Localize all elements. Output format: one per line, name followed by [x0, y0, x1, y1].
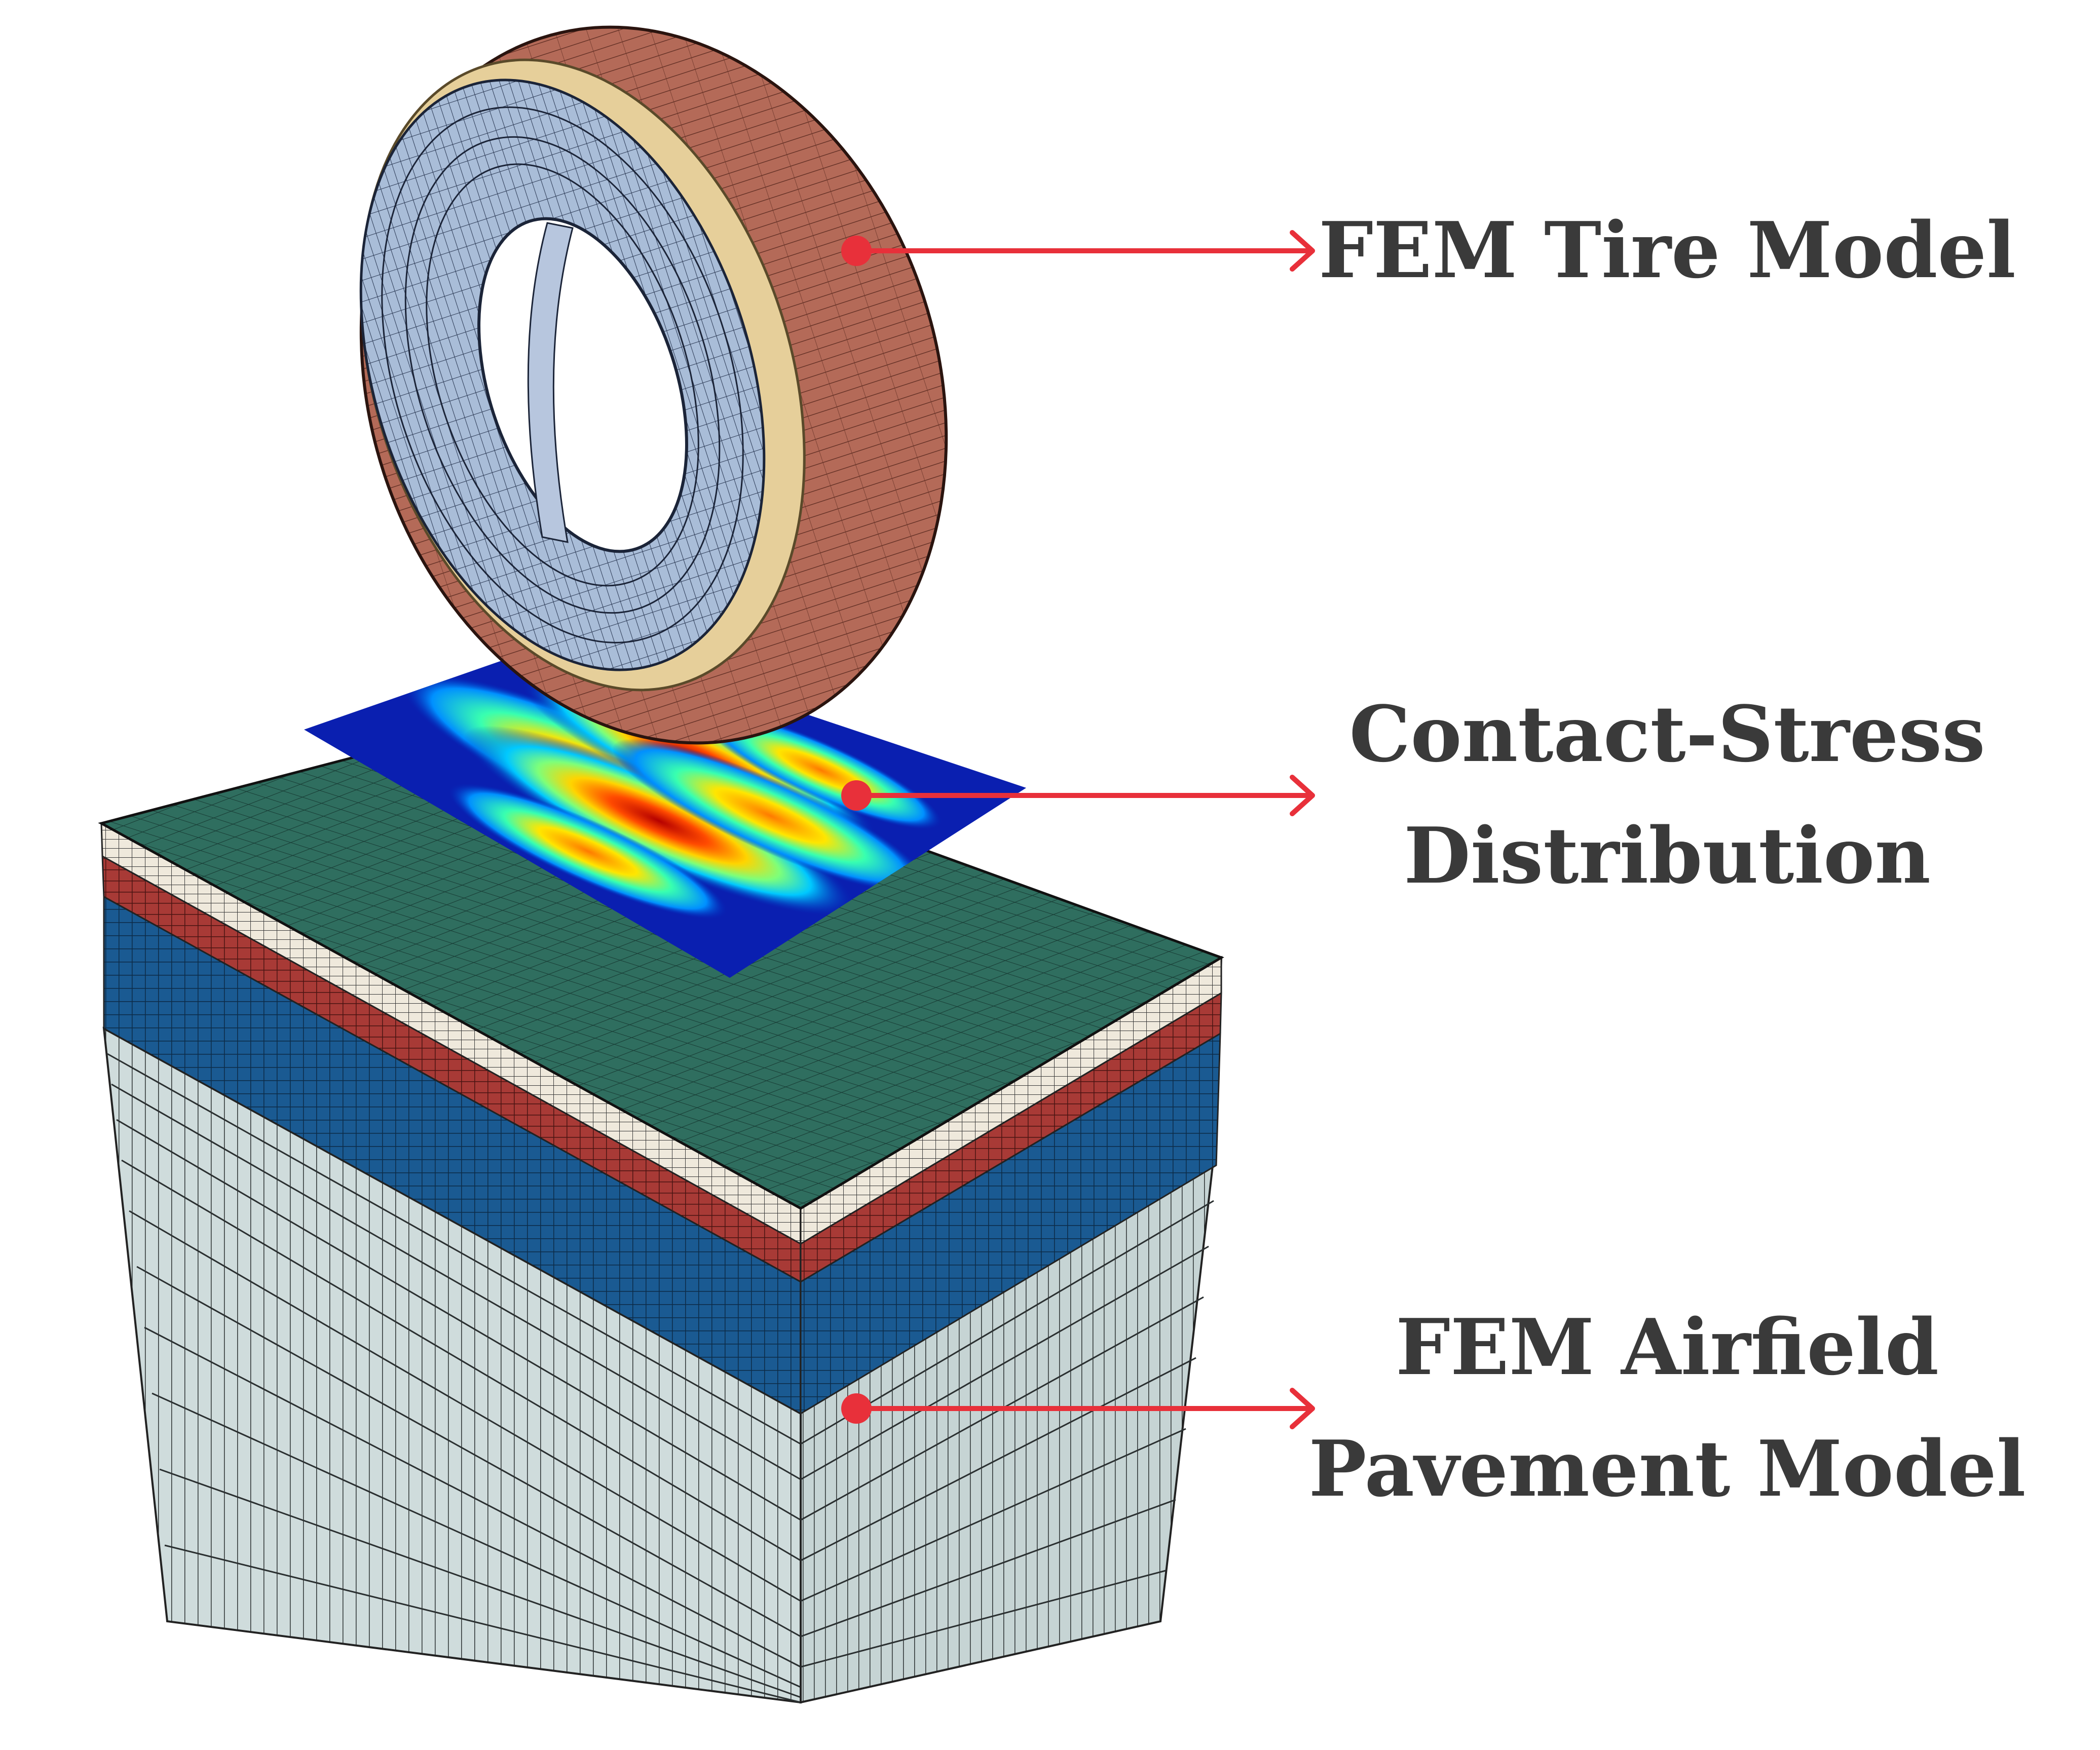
callout-contact: Contact-Stress Distribution [841, 689, 1985, 901]
pavement-model [98, 708, 1224, 1704]
callout-label-pavement-line-1: FEM Airfield [1396, 1302, 1939, 1392]
arrow-right-icon [1290, 1388, 1315, 1429]
callout-label-contact-line-1: Contact-Stress [1349, 689, 1985, 779]
tire-rim-opening [477, 217, 688, 553]
callout-label-pavement-line-2: Pavement Model [1308, 1423, 2026, 1514]
tire-model [359, 25, 948, 745]
callout-tire: FEM Tire Model [841, 205, 2016, 295]
callout-pavement: FEM Airfield Pavement Model [841, 1302, 2026, 1514]
dot-icon [841, 780, 872, 811]
dot-icon [841, 236, 872, 266]
contact-stress-patch [304, 636, 1026, 978]
arrow-right-icon [1290, 775, 1315, 816]
callout-layer: FEM Tire Model Contact-Stress Distribution… [841, 205, 2026, 1514]
callout-label-contact-line-2: Distribution [1404, 810, 1931, 901]
callout-label-tire-line-1: FEM Tire Model [1319, 205, 2016, 295]
dot-icon [841, 1393, 872, 1424]
arrow-right-icon [1290, 230, 1315, 272]
